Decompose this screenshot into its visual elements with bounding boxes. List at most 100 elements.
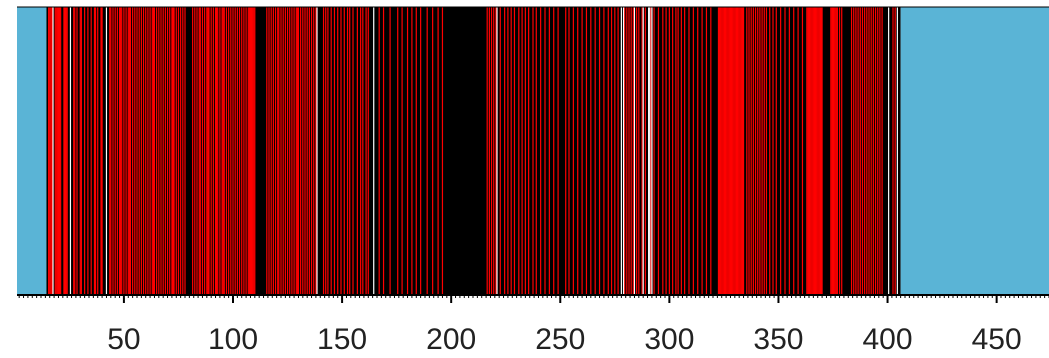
bar-red-48 bbox=[149, 7, 151, 295]
bar-red-15 bbox=[74, 7, 76, 295]
bar-red-74 bbox=[206, 7, 208, 295]
bar-red-101 bbox=[253, 7, 255, 295]
x-tick-label-400: 400 bbox=[863, 323, 913, 356]
bar-red-75 bbox=[207, 7, 209, 295]
bar-red-184 bbox=[590, 7, 592, 295]
bar-red-76 bbox=[208, 7, 210, 295]
bar-red-158 bbox=[488, 7, 490, 295]
bar-red-161 bbox=[495, 7, 497, 295]
bar-red-197 bbox=[636, 7, 638, 295]
bar-red-191 bbox=[617, 7, 619, 295]
bar-red-102 bbox=[254, 7, 256, 295]
bar-red-50 bbox=[152, 7, 154, 295]
bar-red-176 bbox=[553, 7, 555, 295]
bar-red-59 bbox=[171, 7, 173, 295]
bar-red-236 bbox=[737, 7, 739, 295]
bar-red-4 bbox=[54, 7, 56, 295]
bar-red-256 bbox=[784, 7, 786, 295]
bar-red-1 bbox=[49, 7, 51, 295]
bar-red-77 bbox=[210, 7, 212, 295]
bar-red-103 bbox=[266, 7, 268, 295]
bar-red-288 bbox=[857, 7, 859, 295]
bar-red-178 bbox=[565, 7, 567, 295]
bar-red-195 bbox=[630, 7, 632, 295]
bar-red-54 bbox=[160, 7, 162, 295]
bar-red-73 bbox=[204, 7, 206, 295]
bar-red-118 bbox=[296, 7, 298, 295]
bar-red-111 bbox=[282, 7, 284, 295]
bar-red-211 bbox=[684, 7, 686, 295]
bar-red-148 bbox=[401, 7, 403, 295]
bar-red-94 bbox=[243, 7, 245, 295]
bar-white-14 bbox=[896, 7, 898, 295]
x-tick-label-450: 450 bbox=[972, 323, 1022, 356]
bar-red-8 bbox=[58, 7, 61, 295]
bar-red-226 bbox=[726, 7, 728, 295]
bar-red-239 bbox=[740, 7, 742, 295]
bar-red-20 bbox=[87, 7, 89, 295]
bar-red-81 bbox=[217, 7, 219, 295]
bar-red-168 bbox=[521, 7, 523, 295]
bar-red-53 bbox=[158, 7, 160, 295]
bar-red-217 bbox=[710, 7, 712, 295]
bar-red-33 bbox=[120, 7, 122, 295]
bar-red-280 bbox=[834, 7, 836, 295]
bar-red-29 bbox=[112, 7, 114, 295]
bar-red-150 bbox=[411, 7, 413, 295]
x-axis-tick-labels: 50 100 150 200 250 300 350 400 450 bbox=[107, 323, 1021, 356]
bar-red-86 bbox=[225, 7, 228, 295]
bar-red-156 bbox=[441, 7, 444, 295]
bar-red-289 bbox=[859, 7, 861, 295]
bar-red-212 bbox=[688, 7, 690, 295]
bar-red-66 bbox=[184, 7, 186, 295]
bar-red-9 bbox=[60, 7, 62, 295]
bar-red-63 bbox=[177, 7, 180, 295]
bar-red-71 bbox=[199, 7, 201, 295]
bar-red-135 bbox=[343, 7, 345, 295]
bar-white-3 bbox=[316, 7, 318, 295]
bar-red-137 bbox=[349, 7, 351, 295]
bar-red-131 bbox=[330, 7, 332, 295]
bar-red-215 bbox=[701, 7, 703, 295]
bar-red-172 bbox=[535, 7, 537, 295]
bar-red-32 bbox=[118, 7, 121, 295]
bar-red-30 bbox=[114, 7, 116, 295]
bar-red-180 bbox=[572, 7, 574, 295]
x-tick-label-200: 200 bbox=[426, 323, 476, 356]
bar-red-225 bbox=[725, 7, 727, 295]
bar-red-151 bbox=[415, 7, 417, 295]
bar-red-261 bbox=[806, 7, 808, 295]
bar-red-182 bbox=[581, 7, 583, 295]
bar-red-175 bbox=[548, 7, 550, 295]
bar-red-155 bbox=[437, 7, 439, 295]
bar-red-147 bbox=[397, 7, 399, 295]
bar-red-232 bbox=[733, 7, 735, 295]
bar-red-262 bbox=[807, 7, 809, 295]
bar-red-2 bbox=[50, 7, 52, 295]
bar-red-188 bbox=[607, 7, 609, 295]
bar-red-91 bbox=[236, 7, 238, 295]
bar-red-254 bbox=[775, 7, 777, 295]
bar-white-1 bbox=[69, 7, 72, 295]
bar-red-157 bbox=[486, 7, 488, 295]
bar-red-259 bbox=[797, 7, 799, 295]
bar-red-144 bbox=[378, 7, 380, 295]
bar-red-38 bbox=[128, 7, 130, 295]
bar-red-46 bbox=[145, 7, 147, 295]
bar-white-4 bbox=[373, 7, 375, 295]
bar-red-248 bbox=[759, 7, 761, 295]
bar-red-40 bbox=[132, 7, 134, 295]
bar-red-106 bbox=[272, 7, 274, 295]
bar-red-207 bbox=[672, 7, 674, 295]
bar-red-270 bbox=[816, 7, 818, 295]
bar-red-3 bbox=[51, 7, 53, 295]
x-tick-label-150: 150 bbox=[317, 323, 367, 356]
bar-red-258 bbox=[793, 7, 795, 295]
bar-red-223 bbox=[723, 7, 725, 295]
bar-red-18 bbox=[80, 7, 82, 295]
bar-red-301 bbox=[894, 7, 896, 295]
bar-red-228 bbox=[728, 7, 730, 295]
bar-red-120 bbox=[300, 7, 302, 295]
bar-red-202 bbox=[653, 7, 655, 295]
